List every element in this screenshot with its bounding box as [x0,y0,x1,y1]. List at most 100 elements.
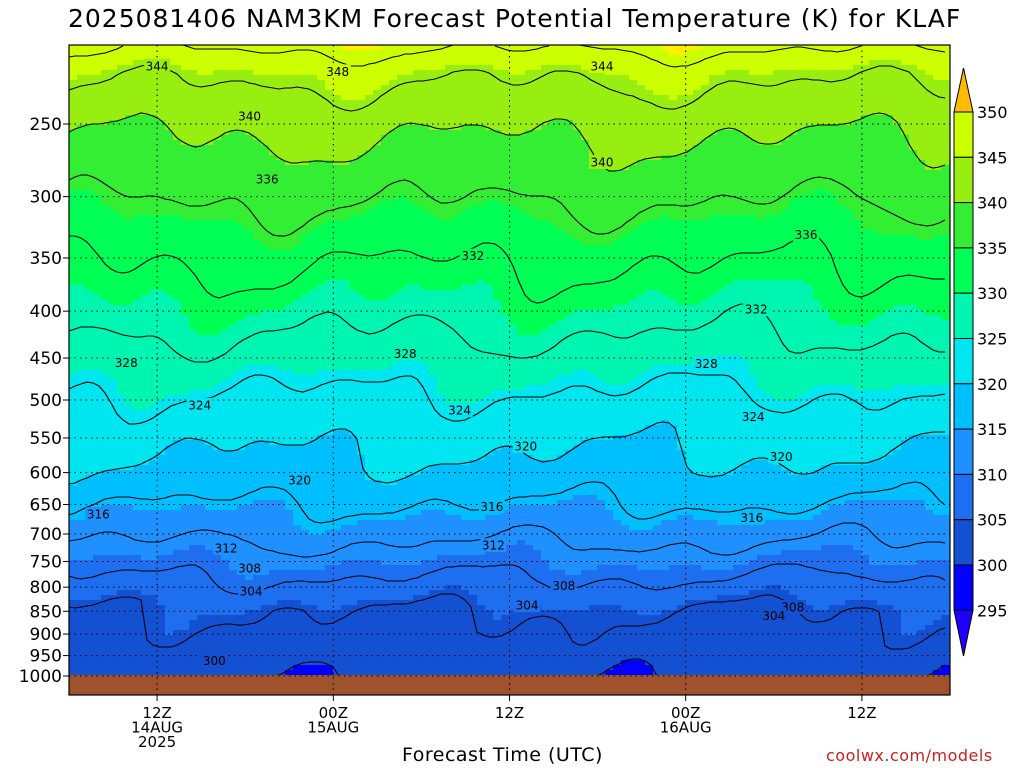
field-cell [173,610,182,616]
field-cell [133,495,142,501]
field-cell [333,85,342,91]
field-cell [285,140,294,146]
field-cell [181,245,190,251]
field-cell [213,640,222,646]
field-cell [229,635,238,641]
field-cell [85,270,94,276]
field-cell [197,475,206,481]
field-cell [125,175,134,181]
field-cell [269,205,278,211]
field-cell [165,500,174,506]
field-cell [301,110,310,116]
field-cell [141,365,150,371]
field-cell [101,325,110,331]
field-cell [341,390,350,396]
field-cell [349,285,358,291]
field-cell [109,450,118,456]
field-cell [221,510,230,516]
field-cell [149,295,158,301]
field-cell [149,510,158,516]
field-cell [181,60,190,66]
field-cell [197,185,206,191]
field-cell [341,600,350,606]
field-cell [189,460,198,466]
field-cell [333,635,342,641]
field-cell [285,370,294,376]
field-cell [357,380,366,386]
field-cell [349,500,358,506]
field-cell [341,60,350,66]
field-cell [189,185,198,191]
field-cell [149,185,158,191]
field-cell [237,150,246,156]
field-cell [277,520,286,526]
field-cell [309,200,318,206]
field-cell [229,595,238,601]
field-cell [213,465,222,471]
field-cell [333,655,342,661]
field-cell [229,165,238,171]
field-cell [309,170,318,176]
field-cell [109,565,118,571]
field-cell [325,545,334,551]
field-cell [173,140,182,146]
field-cell [221,145,230,151]
field-cell [229,575,238,581]
field-cell [309,635,318,641]
field-cell [173,490,182,496]
field-cell [309,175,318,181]
field-cell [301,155,310,161]
field-cell [69,200,78,206]
field-cell [277,250,286,256]
field-cell [109,415,118,421]
field-cell [325,665,334,671]
field-cell [253,460,262,466]
field-cell [117,410,126,416]
field-cell [69,345,78,351]
field-cell [269,555,278,561]
field-cell [253,280,262,286]
field-cell [341,520,350,526]
field-cell [205,515,214,521]
field-cell [325,335,334,341]
field-cell [165,640,174,646]
field-cell [269,460,278,466]
field-cell [165,620,174,626]
field-cell [293,85,302,91]
field-cell [205,610,214,616]
field-cell [237,360,246,366]
field-cell [77,500,86,506]
field-cell [373,160,382,166]
field-cell [253,625,262,631]
field-cell [69,350,78,356]
field-cell [77,270,86,276]
field-cell [157,370,166,376]
field-cell [325,265,334,271]
field-cell [133,625,142,631]
field-cell [157,395,166,401]
field-cell [245,650,254,656]
field-cell [189,565,198,571]
field-cell [285,250,294,256]
field-cell [197,415,206,421]
field-cell [277,355,286,361]
field-cell [117,380,126,386]
field-cell [133,660,142,666]
field-cell [349,440,358,446]
field-cell [325,60,334,66]
field-cell [365,430,374,436]
field-cell [93,475,102,481]
field-cell [109,175,118,181]
field-cell [277,135,286,141]
field-cell [341,300,350,306]
field-cell [253,200,262,206]
field-cell [365,260,374,266]
field-cell [253,45,262,51]
field-cell [253,370,262,376]
field-cell [341,320,350,326]
field-cell [69,555,78,561]
field-cell [173,405,182,411]
field-cell [165,450,174,456]
field-cell [309,90,318,96]
field-cell [197,500,206,506]
